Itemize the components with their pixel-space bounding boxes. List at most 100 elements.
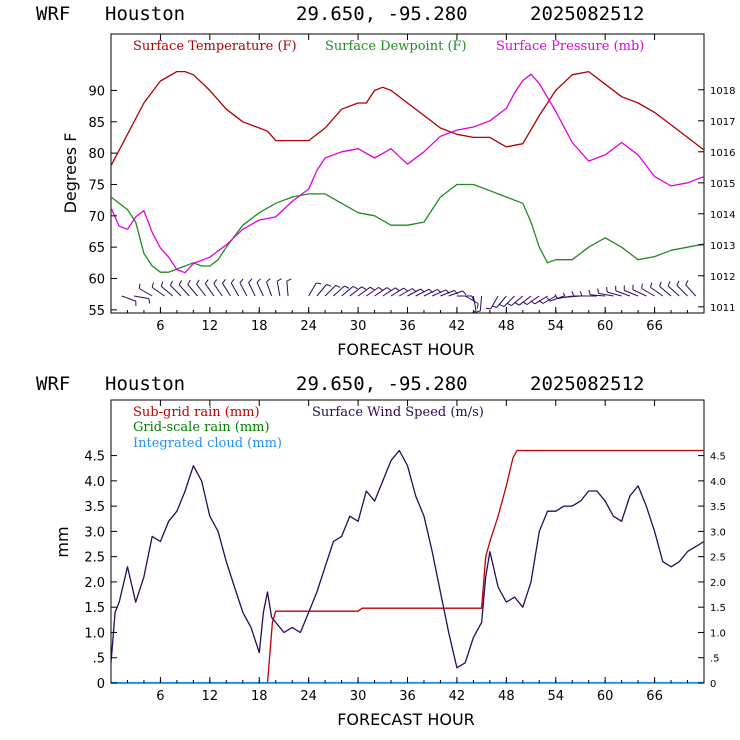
wind-barb: [641, 283, 655, 297]
wind-barb: [464, 295, 479, 309]
wind-barb: [349, 286, 367, 297]
wind-barb: [685, 280, 697, 297]
wind-barb: [606, 287, 622, 297]
wind-barb: [514, 295, 532, 306]
p2-ytick-right-label: 4.5: [710, 452, 726, 463]
panel1-location: Houston: [105, 3, 185, 25]
wind-barb: [160, 281, 174, 297]
legend-temperature: Surface Temperature (F): [133, 39, 297, 54]
p2-ytick-right-label: 2.0: [710, 578, 726, 589]
wind-barb: [286, 278, 292, 297]
wind-barbs: [121, 278, 697, 314]
p1-ytick-label: 75: [88, 178, 105, 193]
p1-xtick-label: 6: [156, 319, 164, 334]
p1-xtick-label: 30: [350, 319, 367, 334]
wind-barb: [121, 295, 137, 307]
panel1-xlabel: FORECAST HOUR: [337, 340, 475, 359]
panel2-ticks: 6 12 18 24 30 36 42 48 54 60 66 0 .5 1.0 1.5 2.0 2.5 3.0 3…: [84, 400, 726, 704]
p2-xtick-label: 48: [498, 689, 515, 704]
panel-temperature-dewpoint-pressure: WRF Houston 29.650, -95.280 2025082512 6…: [36, 3, 735, 359]
wind-barb: [324, 284, 341, 297]
wind-barb: [491, 295, 507, 308]
wind-barb: [597, 288, 614, 297]
wind-barb: [196, 279, 207, 297]
wind-barb: [316, 284, 332, 297]
p2-ytick-right-label: 3.0: [710, 527, 726, 538]
p1-xtick-label: 48: [498, 319, 515, 334]
p1-ytick-right-label: 1013: [710, 241, 735, 252]
p2-xtick-label: 66: [646, 689, 663, 704]
p2-ytick-right-label: 3.5: [710, 502, 726, 513]
p2-ytick-right-label: 1.5: [710, 603, 726, 614]
wind-barb: [357, 286, 375, 297]
panel2-ylabel: mm: [53, 526, 72, 557]
wind-barb: [390, 287, 409, 297]
p1-xtick-label: 54: [547, 319, 564, 334]
panel1-init: 2025082512: [530, 3, 644, 25]
panel1-ylabel: Degrees F: [61, 133, 80, 214]
p1-ytick-right-label: 1012: [710, 272, 735, 283]
series-line-surface-temperature-f: [110, 70, 705, 167]
p1-ytick-label: 85: [88, 116, 105, 131]
p2-ytick-label: 0: [97, 677, 105, 692]
wind-barb: [632, 284, 647, 297]
p2-ytick-right-label: .5: [710, 654, 720, 665]
wind-barb: [456, 295, 475, 301]
p2-ytick-label: 2.5: [84, 551, 105, 566]
wind-barb: [506, 295, 524, 307]
wind-barb: [659, 281, 672, 297]
wind-barb: [374, 287, 392, 297]
p2-ytick-label: 4.5: [84, 450, 105, 465]
panel-rain-cloud-wind: WRF Houston 29.650, -95.280 2025082512 6…: [36, 373, 726, 729]
wind-barb: [499, 295, 515, 308]
wind-barb: [341, 285, 358, 297]
p1-ytick-right-label: 1017: [710, 117, 735, 128]
wind-barb: [204, 279, 215, 297]
p2-ytick-label: 4.0: [84, 475, 105, 490]
series-line-surface-pressure-mb: [110, 73, 705, 274]
wind-barb: [133, 295, 151, 304]
p2-xtick-label: 6: [156, 689, 164, 704]
panel1-series: [110, 70, 705, 274]
p2-ytick-right-label: 2.5: [710, 553, 726, 564]
p1-ytick-right-label: 1016: [710, 148, 735, 159]
p2-xtick-label: 30: [350, 689, 367, 704]
p1-ytick-label: 80: [88, 147, 105, 162]
wind-barb: [276, 278, 282, 297]
wind-barb: [650, 282, 664, 297]
panel2-init: 2025082512: [530, 373, 644, 395]
p1-xtick-label: 12: [202, 319, 219, 334]
legend-subgrid-rain: Sub-grid rain (mm): [133, 405, 260, 420]
p2-xtick-label: 60: [597, 689, 614, 704]
panel1-ticks: 6 12 18 24 30 36 42 48 54 60 66 55 60 65 70 75 80 85 90 101…: [88, 34, 735, 334]
p2-xtick-label: 24: [300, 689, 317, 704]
wind-barb: [615, 285, 631, 297]
legend-pressure: Surface Pressure (mb): [496, 39, 644, 54]
p2-xtick-label: 54: [547, 689, 564, 704]
legend-gridscale-rain: Grid-scale rain (mm): [133, 420, 270, 435]
p1-xtick-label: 36: [399, 319, 416, 334]
legend-integrated-cloud: Integrated cloud (mm): [133, 436, 282, 451]
wind-barb: [399, 288, 417, 297]
wind-barb: [522, 295, 540, 306]
wind-barb: [187, 279, 198, 297]
wind-barb: [169, 280, 182, 297]
series-line-sub-grid-rain-mm: [111, 449, 704, 684]
p1-ytick-label: 55: [88, 304, 105, 319]
panel2-series: [110, 449, 705, 684]
panel2-location: Houston: [105, 373, 185, 395]
series-line-surface-dewpoint-f: [110, 183, 705, 273]
wind-barb: [382, 287, 400, 297]
wind-barb: [623, 285, 639, 297]
p2-ytick-label: 3.0: [84, 525, 105, 540]
p2-ytick-label: 1.5: [84, 601, 105, 616]
wind-barb: [440, 289, 459, 297]
p2-ytick-label: 2.0: [84, 576, 105, 591]
wind-barb: [266, 278, 273, 297]
panel2-model: WRF: [36, 373, 70, 395]
wind-barb: [448, 290, 467, 297]
panel2-xlabel: FORECAST HOUR: [337, 710, 475, 729]
p1-xtick-label: 18: [251, 319, 268, 334]
p2-xtick-label: 36: [399, 689, 416, 704]
